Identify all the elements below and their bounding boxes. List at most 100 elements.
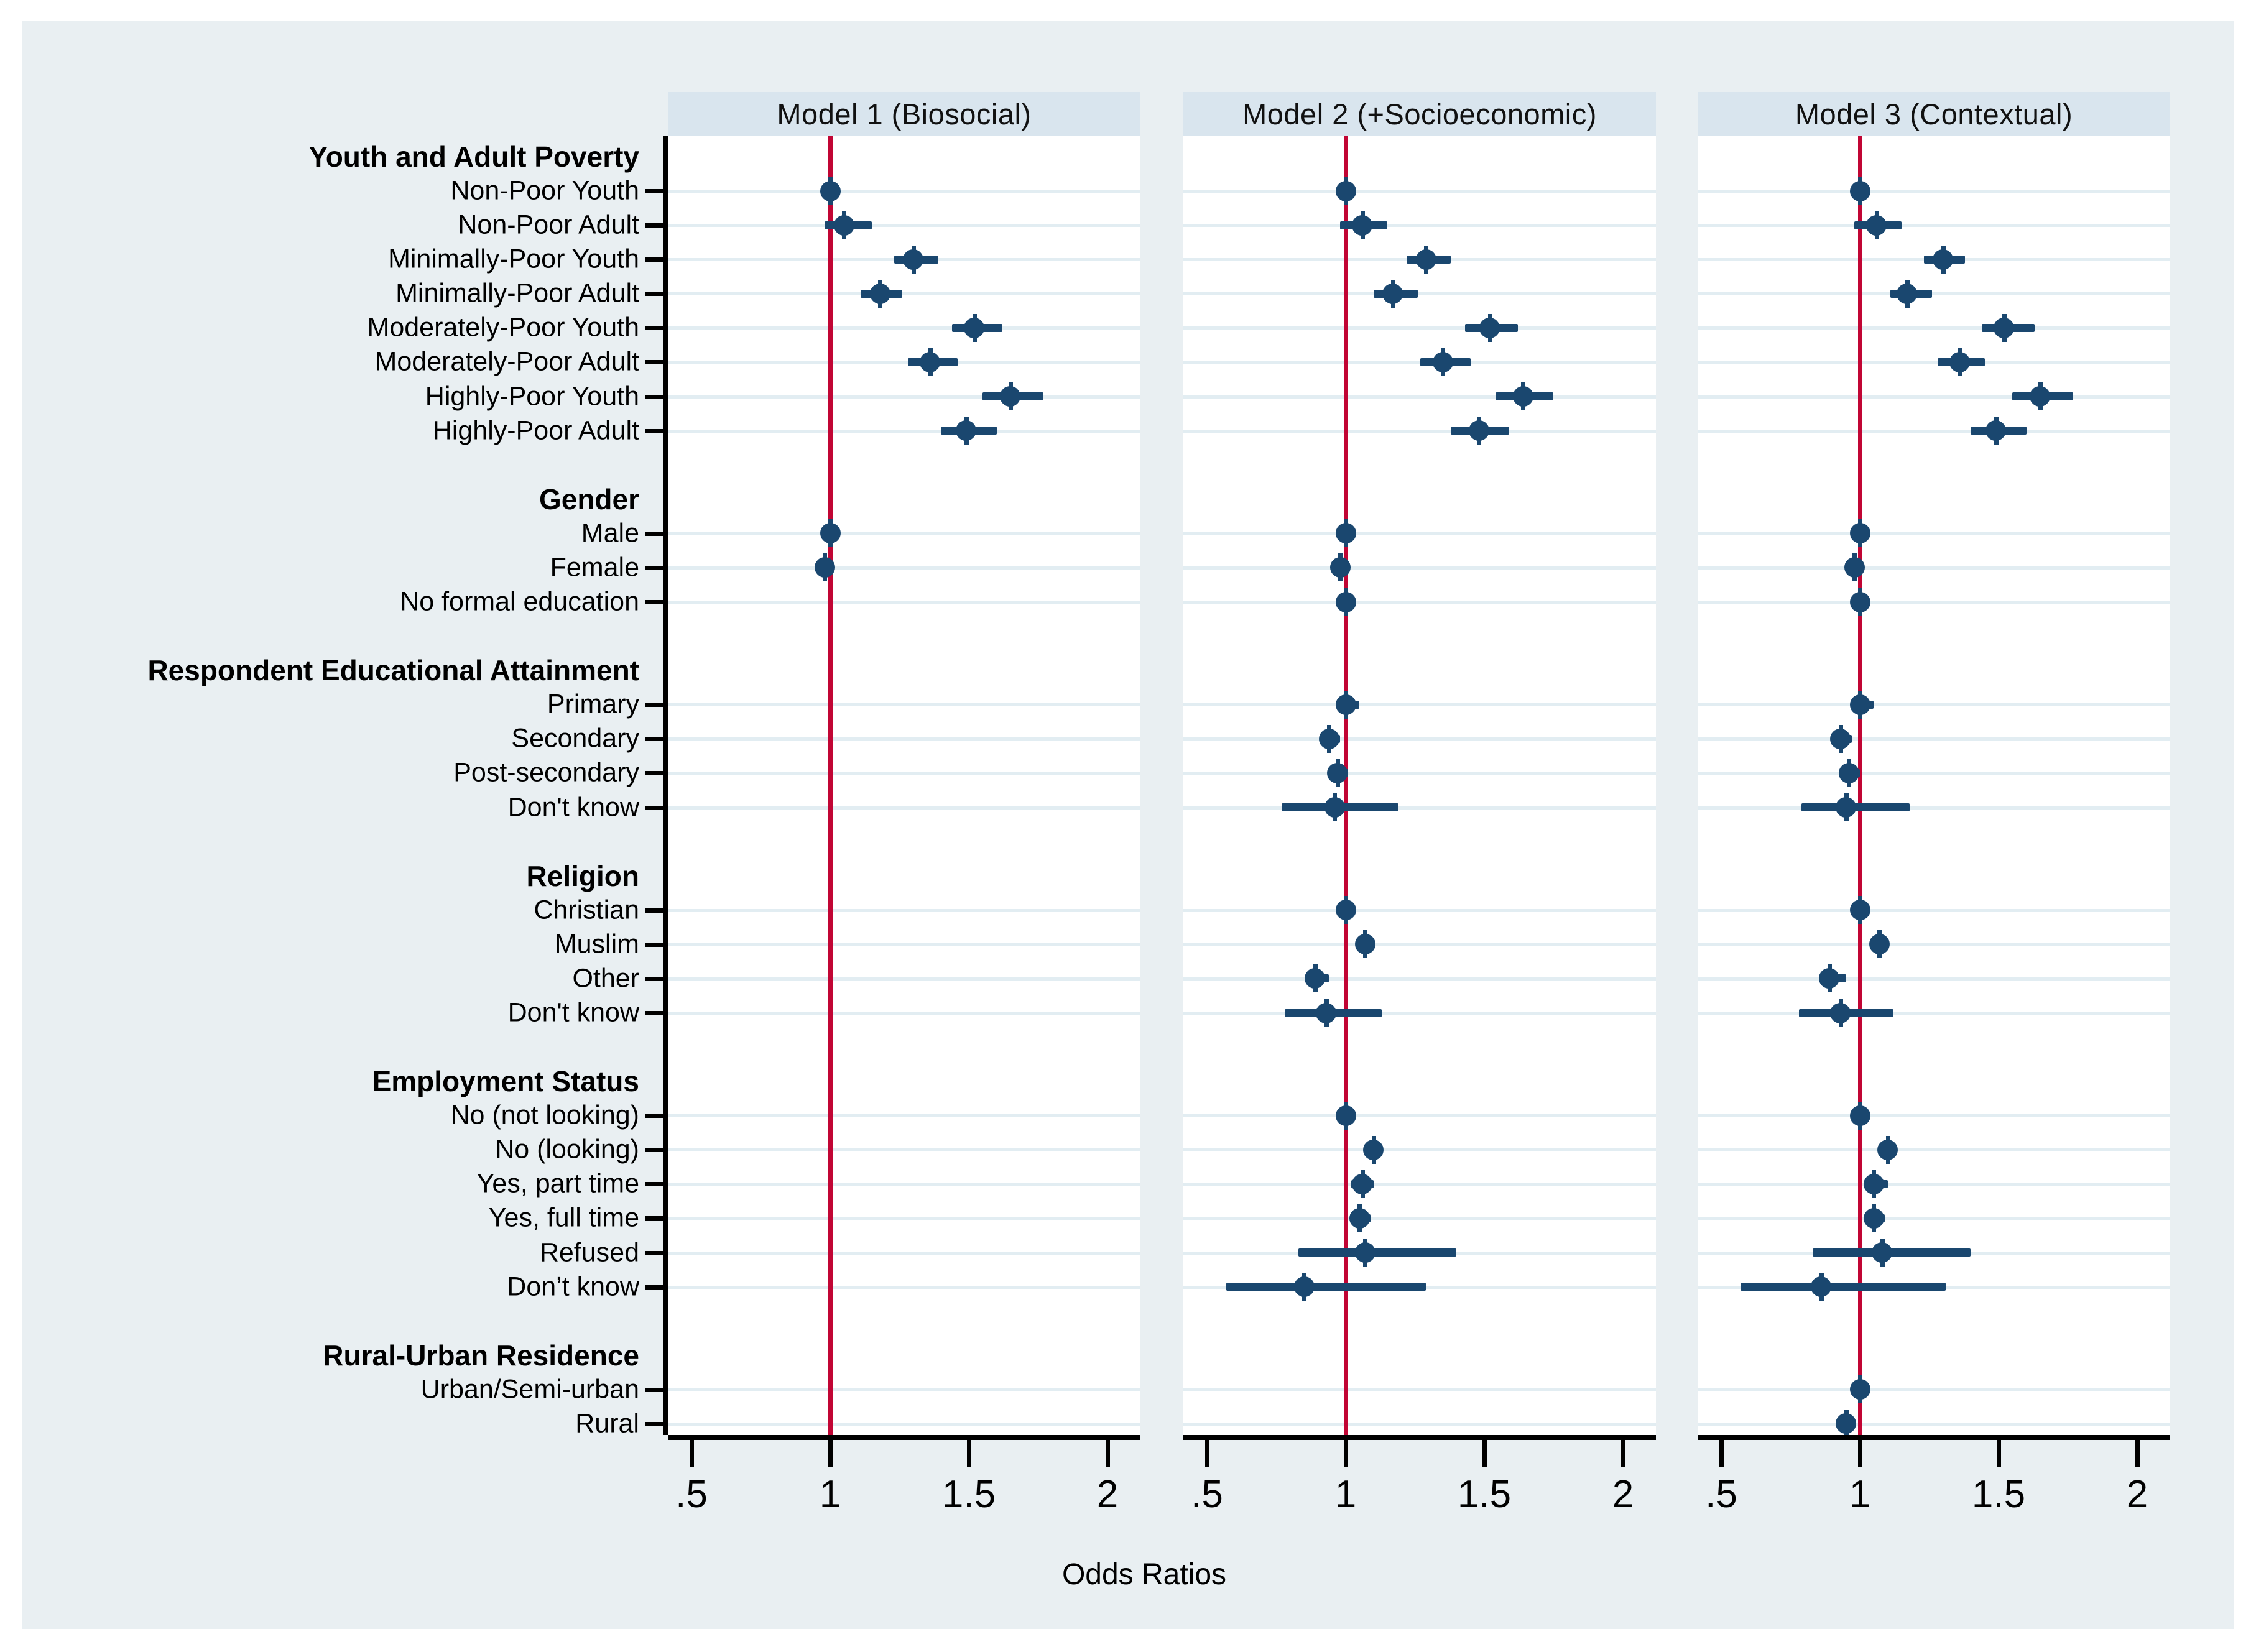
x-axis-tick <box>690 1440 694 1467</box>
gridline <box>668 1183 1140 1186</box>
gridline <box>1183 566 1656 570</box>
x-axis-tick-label: .5 <box>1705 1473 1737 1516</box>
y-axis-category-label: Yes, full time <box>488 1202 639 1233</box>
point-estimate-marker <box>1849 694 1870 715</box>
x-axis-tick <box>967 1440 971 1467</box>
y-axis-category-label: Highly-Poor Adult <box>432 415 639 446</box>
gridline <box>668 1388 1140 1391</box>
gridline <box>668 224 1140 228</box>
point-estimate-marker <box>1352 1173 1373 1194</box>
x-axis-line <box>1698 1435 2170 1440</box>
gridline <box>1698 190 2170 193</box>
gridline <box>1183 361 1656 364</box>
point-estimate-marker <box>1866 215 1887 236</box>
y-axis-category-label: Female <box>550 552 639 583</box>
gridline <box>1698 429 2170 433</box>
panel-title-m1: Model 1 (Biosocial) <box>668 92 1140 136</box>
x-axis-tick-label: 1 <box>1849 1473 1871 1516</box>
panel-title-m2: Model 2 (+Socioeconomic) <box>1183 92 1656 136</box>
y-axis-tick <box>645 737 668 742</box>
x-axis-tick-label: .5 <box>1191 1473 1223 1516</box>
y-axis-category-label: Rural <box>575 1408 639 1439</box>
gridline <box>1183 601 1656 604</box>
gridline <box>1183 395 1656 399</box>
gridline <box>1183 1422 1656 1426</box>
x-axis-tick <box>1482 1440 1487 1467</box>
gridline <box>668 806 1140 810</box>
point-estimate-marker <box>1986 420 2007 441</box>
y-axis-group-header: Youth and Adult Poverty <box>308 141 639 173</box>
x-axis-line <box>668 1435 1140 1440</box>
point-estimate-marker <box>1897 283 1918 304</box>
point-estimate-marker <box>833 215 854 236</box>
gridline <box>668 1251 1140 1255</box>
y-axis-group-header: Employment Status <box>372 1065 639 1098</box>
y-axis-tick <box>645 223 668 228</box>
point-estimate-marker <box>1869 934 1890 955</box>
point-estimate-marker <box>869 283 890 304</box>
y-axis-category-label: Moderately-Poor Youth <box>367 312 639 343</box>
point-estimate-marker <box>1318 728 1339 749</box>
gridline <box>1698 566 2170 570</box>
reference-line <box>828 136 833 1435</box>
y-axis-tick <box>645 1285 668 1290</box>
point-estimate-marker <box>1324 797 1345 818</box>
gridline <box>1183 190 1656 193</box>
gridline <box>1698 1012 2170 1015</box>
panel-m2 <box>1183 136 1656 1435</box>
gridline <box>1183 429 1656 433</box>
y-axis-category-label: Christian <box>534 895 639 925</box>
y-axis-category-label: Minimally-Poor Youth <box>388 244 639 274</box>
gridline <box>1698 292 2170 296</box>
point-estimate-marker <box>1849 900 1870 921</box>
point-estimate-marker <box>1327 762 1348 783</box>
x-axis-tick <box>828 1440 833 1467</box>
gridline <box>668 772 1140 775</box>
x-axis-tick-label: .5 <box>675 1473 708 1516</box>
x-axis-tick-label: 1.5 <box>1971 1473 2026 1516</box>
y-axis-group-header: Rural-Urban Residence <box>323 1339 639 1372</box>
point-estimate-marker <box>1819 968 1840 989</box>
point-estimate-marker <box>1933 249 1954 270</box>
gridline <box>1183 703 1656 707</box>
y-axis-tick <box>645 1182 668 1187</box>
y-axis-category-label: Non-Poor Youth <box>450 175 639 206</box>
point-estimate-marker <box>1849 180 1870 201</box>
x-axis-tick-label: 1 <box>819 1473 841 1516</box>
x-axis-tick-label: 2 <box>1612 1473 1634 1516</box>
y-axis-group-header: Respondent Educational Attainment <box>147 654 639 687</box>
point-estimate-marker <box>1354 934 1375 955</box>
gridline <box>1698 943 2170 946</box>
gridline <box>1183 532 1656 535</box>
point-estimate-marker <box>1836 797 1857 818</box>
gridline <box>1698 601 2170 604</box>
gridline <box>1698 1217 2170 1221</box>
confidence-interval-bar <box>1226 1283 1426 1291</box>
gridline <box>1698 806 2170 810</box>
y-axis-tick <box>645 565 668 570</box>
gridline <box>668 361 1140 364</box>
gridline <box>1183 943 1656 946</box>
point-estimate-marker <box>1468 420 1489 441</box>
gridline <box>1698 1114 2170 1118</box>
x-axis-tick <box>1106 1440 1110 1467</box>
gridline <box>668 703 1140 707</box>
y-axis-tick <box>645 976 668 981</box>
gridline <box>1183 1217 1656 1221</box>
point-estimate-marker <box>1877 1139 1898 1160</box>
point-estimate-marker <box>1335 694 1356 715</box>
y-axis-tick <box>645 189 668 194</box>
point-estimate-marker <box>1949 351 1971 372</box>
x-axis-tick-label: 2 <box>2126 1473 2148 1516</box>
gridline <box>1698 977 2170 981</box>
point-estimate-marker <box>814 557 835 578</box>
gridline <box>668 1114 1140 1118</box>
gridline <box>668 292 1140 296</box>
y-axis-tick <box>645 1387 668 1392</box>
y-axis-category-label: Urban/Semi-urban <box>420 1374 639 1405</box>
y-axis-tick <box>645 908 668 913</box>
gridline <box>1698 532 2170 535</box>
x-axis-tick <box>1344 1440 1348 1467</box>
y-axis-category-label: Secondary <box>511 723 639 754</box>
y-axis-category-label: No (not looking) <box>450 1100 639 1130</box>
